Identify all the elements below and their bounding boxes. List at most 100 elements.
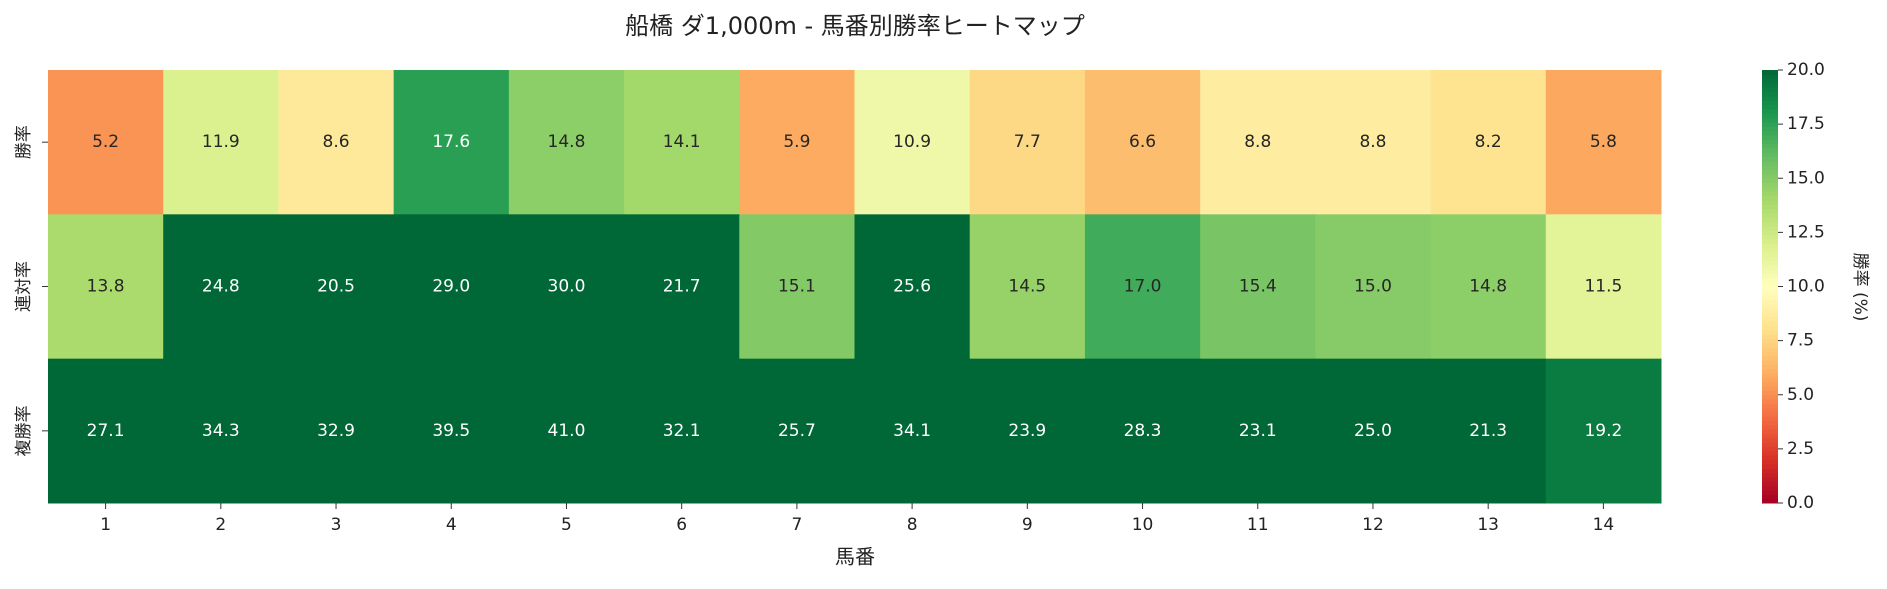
x-tick-label: 4 (446, 515, 457, 535)
colorbar-segment (1762, 494, 1778, 500)
colorbar-segment (1762, 282, 1778, 287)
colorbar-segment (1762, 477, 1778, 482)
cell-label: 7.7 (1014, 132, 1041, 152)
colorbar-segment (1762, 351, 1778, 357)
cell-label: 15.0 (1354, 277, 1392, 297)
cell-label: 25.6 (893, 277, 931, 297)
colorbar-segment (1762, 147, 1778, 153)
heatmap-cell (163, 358, 279, 504)
heatmap-cell (1315, 358, 1432, 504)
colorbar-segment (1762, 78, 1778, 84)
colorbar-segment (1762, 113, 1778, 119)
colorbar-segment (1762, 247, 1778, 253)
cell-label: 15.1 (778, 277, 816, 297)
colorbar-segment (1762, 377, 1778, 383)
colorbar-segment (1762, 459, 1778, 465)
colorbar-segment (1762, 238, 1778, 244)
cell-label: 8.6 (323, 132, 350, 152)
colorbar-segment (1762, 425, 1778, 430)
colorbar-segment (1762, 130, 1778, 136)
cell-label: 14.8 (1469, 277, 1507, 297)
colorbar-segment (1762, 446, 1778, 452)
heatmap-cell (1430, 70, 1547, 215)
colorbar-segment (1762, 364, 1778, 370)
colorbar-segment (1762, 468, 1778, 474)
y-tick-label: 勝率 (14, 125, 34, 159)
heatmap-cell (624, 214, 740, 360)
colorbar-segment (1762, 416, 1778, 422)
cell-label: 23.9 (1008, 421, 1046, 441)
colorbar-tick-label: 5.0 (1787, 385, 1814, 405)
colorbar-tick-label: 17.5 (1787, 114, 1825, 134)
heatmap-cell (854, 70, 971, 215)
colorbar-segment (1762, 234, 1778, 240)
colorbar-segment (1762, 178, 1778, 184)
heatmap-cell (739, 358, 855, 504)
colorbar-segment (1762, 217, 1778, 223)
colorbar-segment (1762, 74, 1778, 80)
colorbar-segment (1762, 386, 1778, 391)
cell-label: 10.9 (893, 132, 931, 152)
colorbar-segment (1762, 295, 1778, 300)
colorbar-tick-label: 0.0 (1787, 493, 1814, 513)
heatmap-cell (854, 214, 971, 360)
colorbar-segment (1762, 451, 1778, 456)
heatmap-cell (1315, 214, 1432, 360)
x-tick-label: 12 (1362, 515, 1384, 535)
x-tick-label: 7 (791, 515, 802, 535)
colorbar-segment (1762, 152, 1778, 158)
colorbar-segment (1762, 429, 1778, 435)
x-tick-label: 3 (331, 515, 342, 535)
heatmap-cell (969, 214, 1086, 360)
colorbar-segment (1762, 169, 1778, 175)
colorbar-segment (1762, 407, 1778, 413)
heatmap-cell (739, 70, 855, 215)
heatmap-cell (624, 358, 740, 504)
colorbar-segment (1762, 100, 1778, 106)
colorbar-segment (1762, 70, 1778, 75)
cell-label: 5.9 (783, 132, 810, 152)
heatmap-cell (854, 358, 971, 504)
colorbar-segment (1762, 347, 1778, 352)
heatmap-cell (48, 214, 164, 360)
colorbar-segment (1762, 251, 1778, 257)
cell-label: 14.1 (663, 132, 701, 152)
heatmap-cell (278, 358, 395, 504)
colorbar-segment (1762, 208, 1778, 214)
cell-label: 23.1 (1239, 421, 1277, 441)
cell-label: 28.3 (1124, 421, 1162, 441)
heatmap-cell (1545, 70, 1662, 215)
colorbar-segment (1762, 286, 1778, 292)
cell-label: 21.3 (1469, 421, 1507, 441)
colorbar-segment (1762, 312, 1778, 318)
heatmap-cell (969, 358, 1086, 504)
x-tick-label: 8 (907, 515, 918, 535)
colorbar-segment (1762, 360, 1778, 365)
heatmap-cell (1430, 358, 1547, 504)
cell-label: 8.8 (1244, 132, 1271, 152)
colorbar-segment (1762, 143, 1778, 149)
cell-label: 39.5 (432, 421, 470, 441)
heatmap-cell (48, 358, 164, 504)
x-tick-label: 5 (561, 515, 572, 535)
chart-title: 船橋 ダ1,000m - 馬番別勝率ヒートマップ (625, 12, 1085, 40)
colorbar-segment (1762, 87, 1778, 93)
colorbar-segment (1762, 438, 1778, 443)
colorbar-segment (1762, 390, 1778, 396)
cell-label: 19.2 (1584, 421, 1622, 441)
x-tick-label: 13 (1477, 515, 1499, 535)
cell-label: 17.6 (432, 132, 470, 152)
cell-label: 17.0 (1124, 277, 1162, 297)
colorbar-segment (1762, 455, 1778, 461)
x-tick-label: 9 (1022, 515, 1033, 535)
colorbar-segment (1762, 139, 1778, 145)
heatmap-cell (393, 358, 510, 504)
y-tick-label: 連対率 (14, 261, 34, 312)
colorbar-segment (1762, 91, 1778, 97)
heatmap-cell (1200, 358, 1316, 504)
cell-label: 11.9 (202, 132, 240, 152)
x-tick-label: 2 (215, 515, 226, 535)
colorbar-segment (1762, 221, 1778, 227)
colorbar-segment (1762, 399, 1778, 404)
heatmap-cell (624, 70, 740, 215)
